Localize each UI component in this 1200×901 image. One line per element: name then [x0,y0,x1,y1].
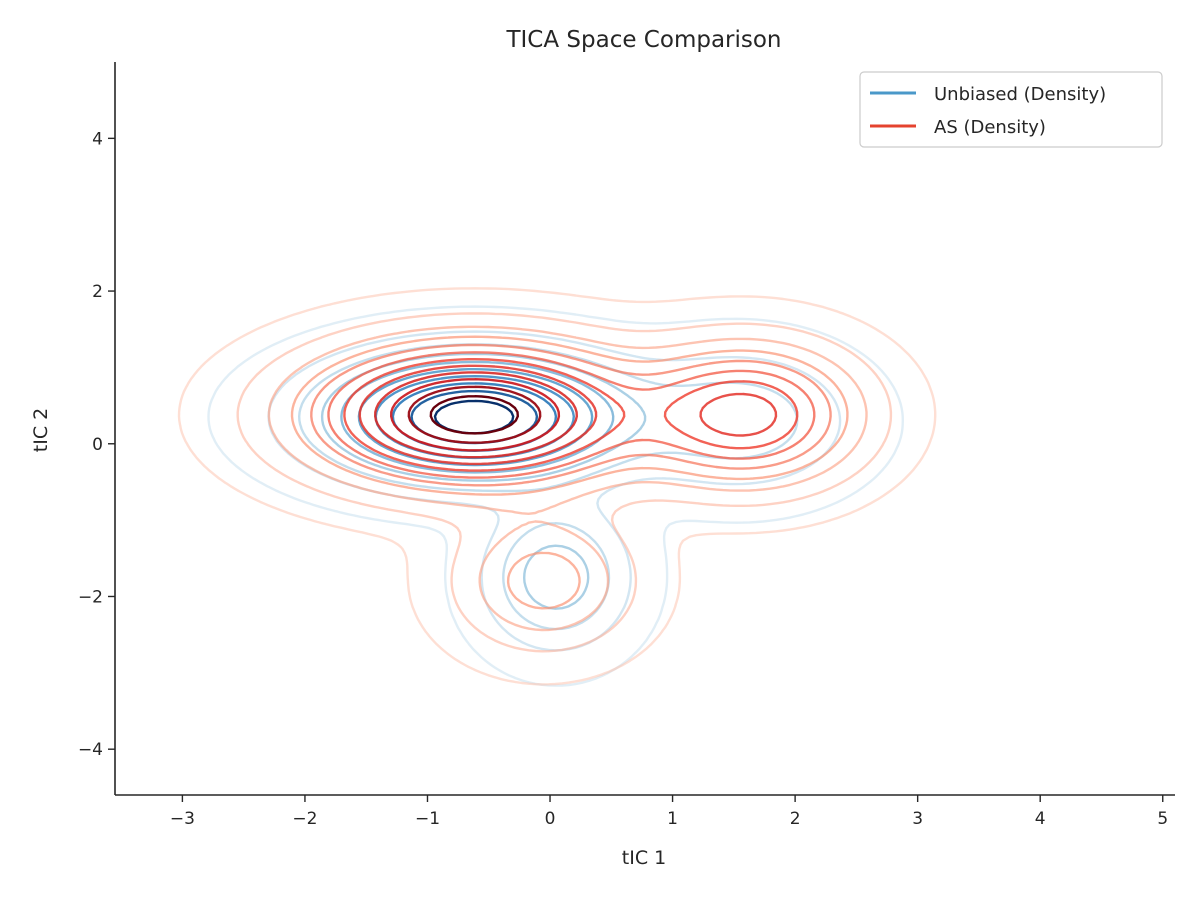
x-tick-label: 5 [1157,809,1168,829]
as-density-contour [327,351,816,479]
x-tick-label: 3 [912,809,923,829]
y-tick-label: 0 [92,435,103,455]
legend-label-as: AS (Density) [934,117,1046,138]
y-tick-label: 2 [92,282,103,302]
chart-title: TICA Space Comparison [505,27,781,53]
as-density-contour [310,343,832,487]
y-axis-ticks: −4 −2 0 2 4 [78,129,115,760]
x-tick-label: 1 [667,809,678,829]
x-tick-label: −1 [415,809,440,829]
as-density-contour [429,395,519,435]
as-density-contour [290,335,849,610]
x-tick-label: 2 [790,809,801,829]
as-density-contour [374,371,578,459]
as-density-contour [236,312,893,653]
x-tick-label: 4 [1035,809,1046,829]
y-tick-label: −2 [78,587,103,607]
x-axis-label: tIC 1 [622,847,666,869]
unbiased-density-contour [298,343,799,631]
y-tick-label: −4 [78,740,103,760]
x-tick-label: −2 [292,809,317,829]
legend-label-unbiased: Unbiased (Density) [934,84,1106,105]
legend-frame [859,71,1163,148]
legend: Unbiased (Density) AS (Density) [859,71,1163,148]
as-density-contour [407,385,542,444]
x-tick-label: 0 [545,809,556,829]
as-density-contour [267,325,868,632]
y-tick-label: 4 [92,129,103,149]
y-axis-label: tIC 2 [30,408,52,452]
unbiased-density-contour [207,305,904,687]
x-tick-label: −3 [170,809,195,829]
as-density-contour [343,358,799,472]
plot-area [177,287,937,687]
contour-layer [177,287,937,687]
as-density-contour [358,364,778,466]
as-density-contour [390,378,561,452]
x-axis-ticks: −3 −2 −1 0 1 2 3 4 5 [170,795,1168,829]
as-density-contour [177,287,937,686]
